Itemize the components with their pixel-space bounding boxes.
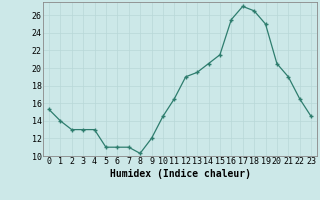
X-axis label: Humidex (Indice chaleur): Humidex (Indice chaleur): [109, 169, 251, 179]
